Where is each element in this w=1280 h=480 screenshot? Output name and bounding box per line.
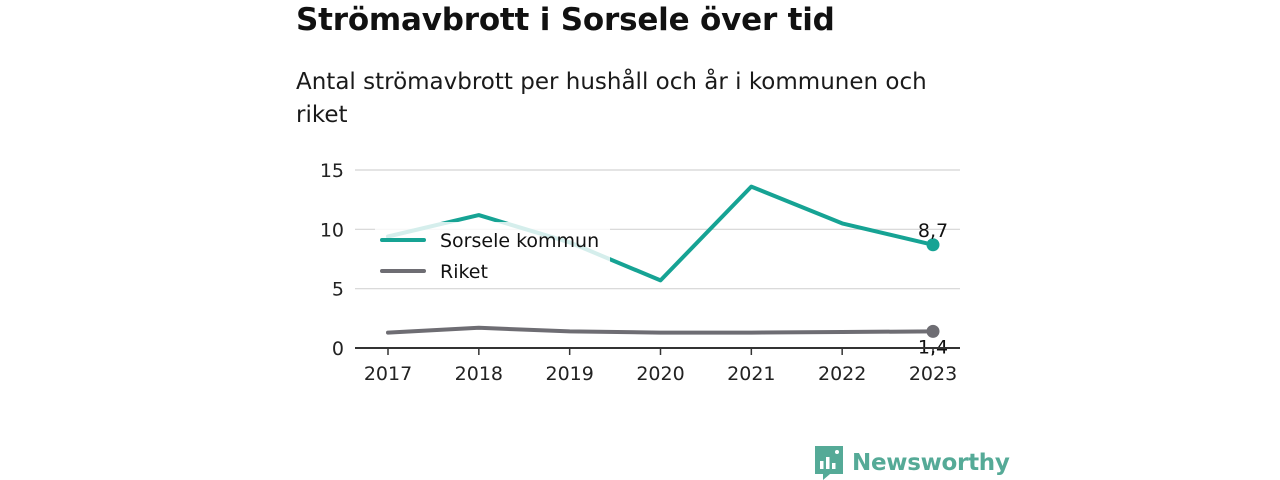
legend-box [375, 222, 610, 288]
y-tick-label: 10 [320, 219, 344, 241]
legend-label: Riket [440, 261, 488, 283]
y-tick-label: 5 [332, 279, 344, 301]
series-end-label: 8,7 [918, 220, 948, 242]
logo-text: Newsworthy [852, 450, 1010, 476]
newsworthy-logo: Newsworthy [815, 446, 1010, 480]
x-tick-label: 2020 [636, 363, 684, 385]
series-line [386, 325, 935, 335]
y-tick-label: 0 [332, 338, 344, 360]
y-tick-label: 15 [320, 160, 344, 182]
chart-title: Strömavbrott i Sorsele över tid [296, 2, 835, 38]
series-end-point [926, 324, 940, 338]
x-tick-label: 2018 [455, 363, 503, 385]
x-tick-label: 2023 [909, 363, 957, 385]
newsworthy-chart-icon [815, 446, 843, 480]
x-tick-label: 2017 [364, 363, 412, 385]
series-line [386, 184, 935, 283]
series-end-point [926, 238, 940, 252]
x-tick-label: 2019 [545, 363, 593, 385]
x-tick-label: 2022 [818, 363, 866, 385]
chart-subtitle: Antal strömavbrott per hushåll och år i … [296, 69, 927, 128]
legend-label: Sorsele kommun [440, 230, 599, 252]
x-tick-label: 2021 [727, 363, 775, 385]
